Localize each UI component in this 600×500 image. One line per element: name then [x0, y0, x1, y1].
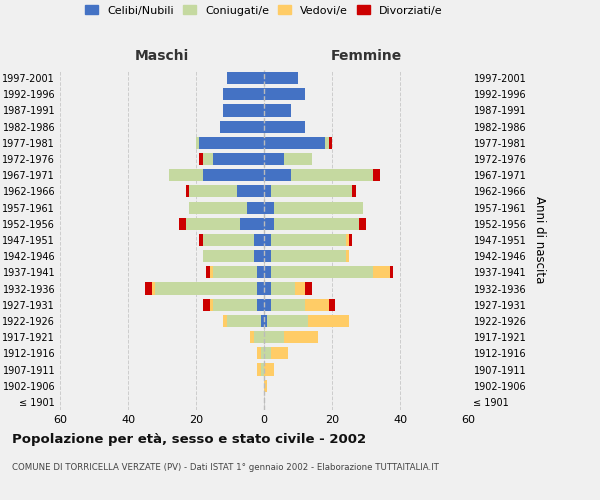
- Bar: [264, 137, 325, 149]
- Bar: [209, 266, 213, 278]
- Bar: [223, 88, 264, 101]
- Bar: [254, 250, 264, 262]
- Bar: [237, 186, 264, 198]
- Bar: [196, 137, 199, 149]
- Bar: [268, 315, 308, 327]
- Bar: [305, 282, 311, 294]
- Bar: [257, 298, 264, 311]
- Bar: [264, 88, 305, 101]
- Bar: [169, 169, 203, 181]
- Bar: [271, 282, 295, 294]
- Bar: [264, 250, 271, 262]
- Bar: [264, 266, 271, 278]
- Bar: [349, 234, 352, 246]
- Bar: [220, 120, 264, 132]
- Bar: [373, 169, 380, 181]
- Bar: [264, 234, 271, 246]
- Bar: [264, 380, 268, 392]
- Bar: [257, 282, 264, 294]
- Bar: [264, 104, 291, 117]
- Bar: [264, 153, 284, 165]
- Bar: [352, 186, 356, 198]
- Bar: [264, 72, 298, 84]
- Bar: [203, 250, 254, 262]
- Text: Femmine: Femmine: [331, 48, 401, 62]
- Bar: [264, 120, 305, 132]
- Bar: [264, 331, 284, 343]
- Bar: [152, 282, 155, 294]
- Bar: [213, 153, 264, 165]
- Bar: [284, 153, 311, 165]
- Bar: [291, 169, 373, 181]
- Bar: [189, 202, 247, 213]
- Text: Maschi: Maschi: [135, 48, 189, 62]
- Bar: [247, 202, 264, 213]
- Bar: [206, 266, 209, 278]
- Bar: [295, 282, 305, 294]
- Bar: [223, 315, 227, 327]
- Bar: [260, 348, 264, 360]
- Bar: [264, 298, 271, 311]
- Bar: [390, 266, 393, 278]
- Bar: [271, 298, 305, 311]
- Bar: [264, 202, 274, 213]
- Bar: [189, 186, 237, 198]
- Bar: [203, 169, 264, 181]
- Bar: [203, 298, 209, 311]
- Bar: [271, 266, 373, 278]
- Bar: [203, 234, 254, 246]
- Bar: [227, 72, 264, 84]
- Bar: [329, 137, 332, 149]
- Text: Popolazione per età, sesso e stato civile - 2002: Popolazione per età, sesso e stato civil…: [12, 432, 366, 446]
- Bar: [359, 218, 366, 230]
- Bar: [203, 153, 213, 165]
- Bar: [264, 186, 271, 198]
- Bar: [227, 315, 260, 327]
- Bar: [254, 331, 264, 343]
- Bar: [308, 315, 349, 327]
- Bar: [325, 137, 329, 149]
- Bar: [260, 315, 264, 327]
- Bar: [199, 137, 264, 149]
- Text: COMUNE DI TORRICELLA VERZATE (PV) - Dati ISTAT 1° gennaio 2002 - Elaborazione TU: COMUNE DI TORRICELLA VERZATE (PV) - Dati…: [12, 462, 439, 471]
- Bar: [145, 282, 152, 294]
- Bar: [264, 218, 274, 230]
- Bar: [254, 234, 264, 246]
- Bar: [199, 234, 203, 246]
- Bar: [209, 298, 213, 311]
- Bar: [271, 348, 288, 360]
- Bar: [257, 348, 260, 360]
- Bar: [186, 186, 189, 198]
- Bar: [284, 331, 319, 343]
- Bar: [223, 104, 264, 117]
- Bar: [155, 282, 257, 294]
- Bar: [257, 266, 264, 278]
- Bar: [213, 266, 257, 278]
- Bar: [271, 186, 352, 198]
- Bar: [264, 348, 271, 360]
- Bar: [213, 298, 257, 311]
- Bar: [264, 364, 274, 376]
- Y-axis label: Anni di nascita: Anni di nascita: [533, 196, 546, 284]
- Bar: [274, 218, 359, 230]
- Bar: [264, 282, 271, 294]
- Bar: [346, 250, 349, 262]
- Bar: [264, 315, 268, 327]
- Bar: [305, 298, 329, 311]
- Bar: [240, 218, 264, 230]
- Bar: [329, 298, 335, 311]
- Bar: [250, 331, 254, 343]
- Bar: [373, 266, 390, 278]
- Bar: [179, 218, 186, 230]
- Bar: [346, 234, 349, 246]
- Bar: [257, 364, 260, 376]
- Bar: [260, 364, 264, 376]
- Bar: [186, 218, 240, 230]
- Bar: [271, 250, 346, 262]
- Bar: [264, 169, 291, 181]
- Legend: Celibi/Nubili, Coniugati/e, Vedovi/e, Divorziati/e: Celibi/Nubili, Coniugati/e, Vedovi/e, Di…: [81, 1, 447, 20]
- Bar: [199, 153, 203, 165]
- Bar: [274, 202, 362, 213]
- Bar: [271, 234, 346, 246]
